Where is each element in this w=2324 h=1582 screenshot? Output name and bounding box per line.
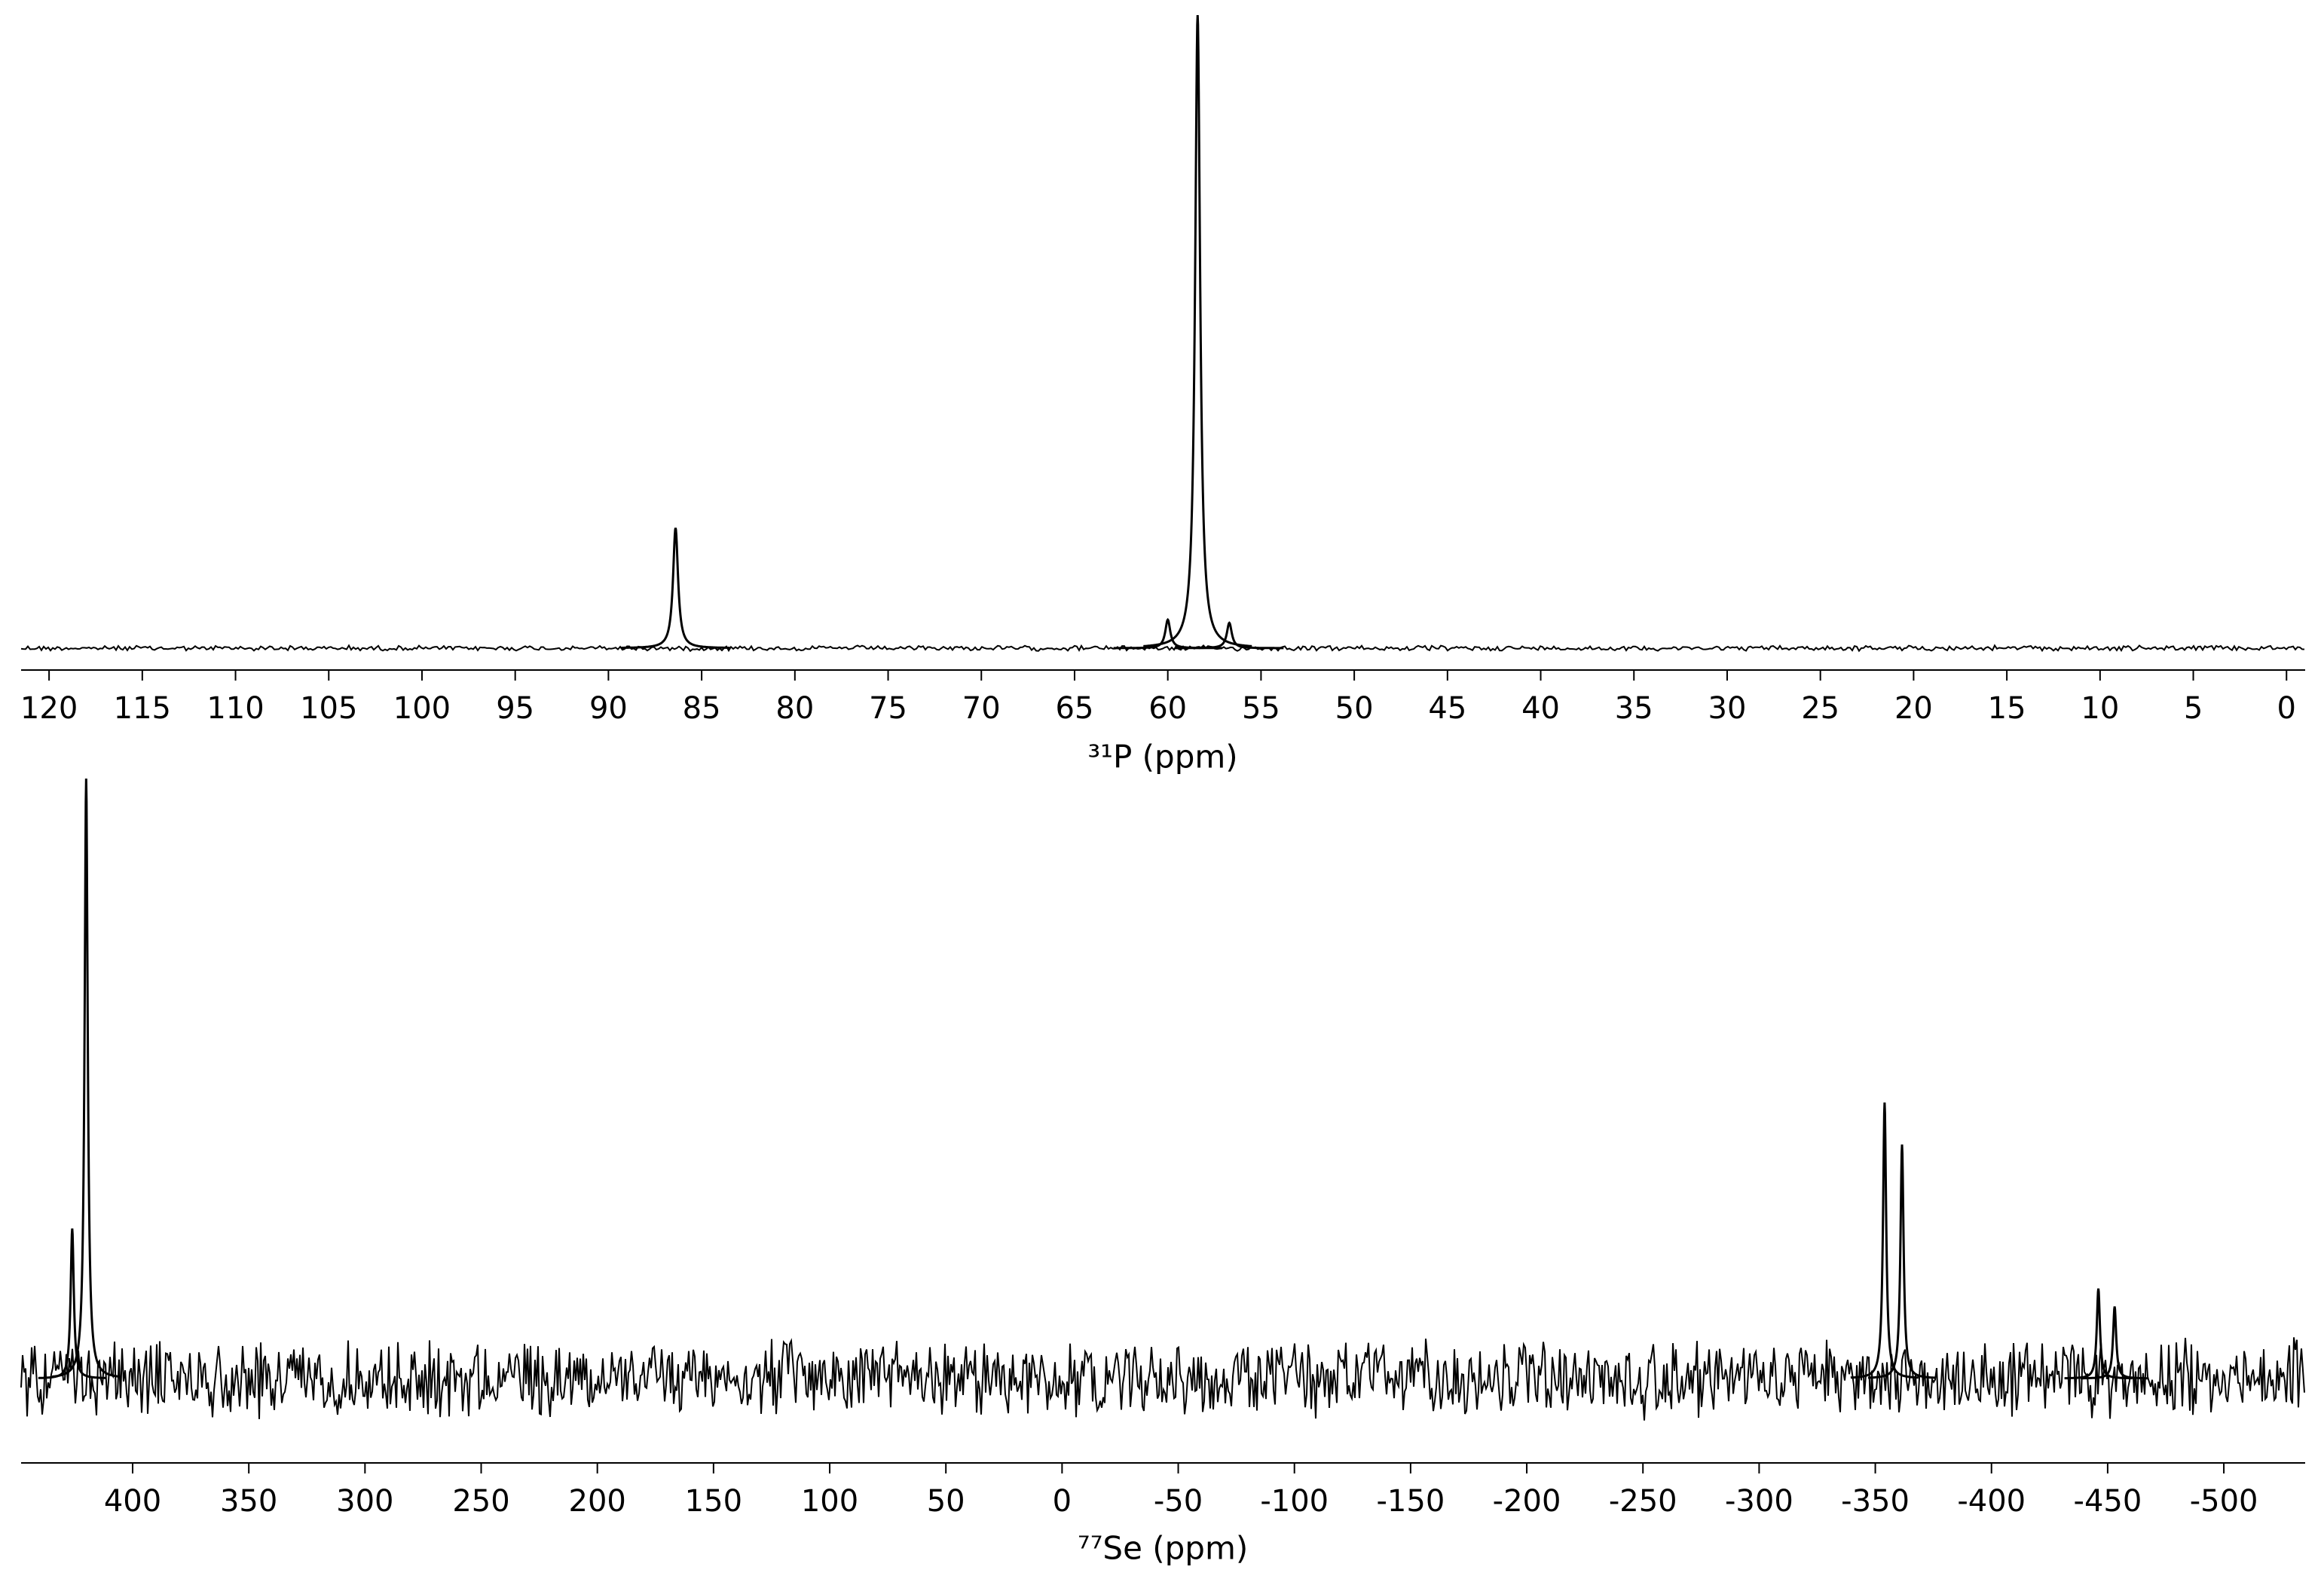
peak bbox=[1113, 617, 1222, 650]
x-tick-label: 15 bbox=[1988, 691, 2026, 726]
x-tick-label: 110 bbox=[206, 691, 264, 726]
baseline-noise bbox=[20, 1337, 2305, 1421]
x-tick-label: 90 bbox=[589, 691, 628, 726]
peak bbox=[1175, 621, 1284, 650]
peak bbox=[621, 528, 730, 649]
x-tick-label: -500 bbox=[2190, 1484, 2258, 1519]
baseline-noise bbox=[20, 644, 2305, 653]
x-tick-label: 85 bbox=[683, 691, 721, 726]
x-tick-label: 300 bbox=[336, 1484, 393, 1519]
x-tick-label: -400 bbox=[1957, 1484, 2026, 1519]
x-tick-label: -250 bbox=[1609, 1484, 1677, 1519]
x-tick-label: 105 bbox=[300, 691, 357, 726]
x-tick-label: 350 bbox=[220, 1484, 277, 1519]
x-tick-label: 65 bbox=[1056, 691, 1094, 726]
x-axis-title: ³¹P (ppm) bbox=[1087, 739, 1237, 776]
x-tick-label: 50 bbox=[927, 1484, 965, 1519]
x-tick-label: 75 bbox=[869, 691, 907, 726]
peak bbox=[1143, 14, 1252, 647]
x-axis-title: ⁷⁷Se (ppm) bbox=[1078, 1530, 1249, 1567]
peak bbox=[52, 778, 121, 1379]
x-tick-label: 30 bbox=[1708, 691, 1747, 726]
x-tick-label: 100 bbox=[801, 1484, 858, 1519]
x-tick-label: 25 bbox=[1801, 691, 1839, 726]
x-tick-label: 100 bbox=[393, 691, 451, 726]
x-tick-label: 95 bbox=[496, 691, 534, 726]
x-tick-label: 115 bbox=[114, 691, 171, 726]
x-tick-label: 50 bbox=[1335, 691, 1374, 726]
peak bbox=[38, 1228, 106, 1379]
x-tick-label: 70 bbox=[962, 691, 1001, 726]
x-tick-label: 55 bbox=[1242, 691, 1280, 726]
x-tick-label: 60 bbox=[1148, 691, 1187, 726]
peak bbox=[1868, 1144, 1937, 1379]
x-tick-label: 0 bbox=[2277, 691, 2296, 726]
x-tick-label: -450 bbox=[2074, 1484, 2142, 1519]
x-tick-label: 35 bbox=[1615, 691, 1653, 726]
x-tick-label: -150 bbox=[1376, 1484, 1445, 1519]
x-tick-label: 20 bbox=[1894, 691, 1933, 726]
x-tick-label: -200 bbox=[1493, 1484, 1561, 1519]
x-tick-label: -350 bbox=[1841, 1484, 1910, 1519]
x-tick-label: 0 bbox=[1053, 1484, 1072, 1519]
x-tick-label: -100 bbox=[1260, 1484, 1329, 1519]
x-tick-label: 250 bbox=[452, 1484, 509, 1519]
x-tick-label: 120 bbox=[20, 691, 78, 726]
x-tick-label: -50 bbox=[1154, 1484, 1203, 1519]
x-tick-label: 10 bbox=[2081, 691, 2119, 726]
x-tick-label: 400 bbox=[104, 1484, 161, 1519]
x-tick-label: 80 bbox=[775, 691, 814, 726]
peak bbox=[2064, 1288, 2133, 1380]
x-tick-label: -300 bbox=[1725, 1484, 1793, 1519]
x-tick-label: 5 bbox=[2184, 691, 2203, 726]
x-tick-label: 150 bbox=[685, 1484, 742, 1519]
x-tick-label: 200 bbox=[569, 1484, 626, 1519]
x-tick-label: 45 bbox=[1428, 691, 1466, 726]
x-tick-label: 40 bbox=[1521, 691, 1560, 726]
peak bbox=[1850, 1102, 1919, 1379]
peak bbox=[2081, 1306, 2149, 1380]
